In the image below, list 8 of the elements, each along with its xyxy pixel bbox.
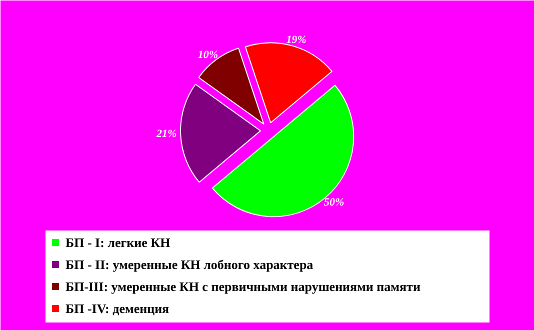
legend-label: БП - II: умеренные КН лобного характера xyxy=(66,257,314,272)
data-label: 10% xyxy=(198,48,218,61)
legend-label: БП-III: умеренные КН с первичными нарушениями памяти xyxy=(66,279,421,294)
data-label: 50% xyxy=(324,196,344,209)
legend-label: БП -IV: деменция xyxy=(66,301,170,316)
data-label: 21% xyxy=(155,128,177,140)
legend-label: БП - I: легкие КН xyxy=(66,235,170,250)
data-label: 19% xyxy=(286,34,306,46)
